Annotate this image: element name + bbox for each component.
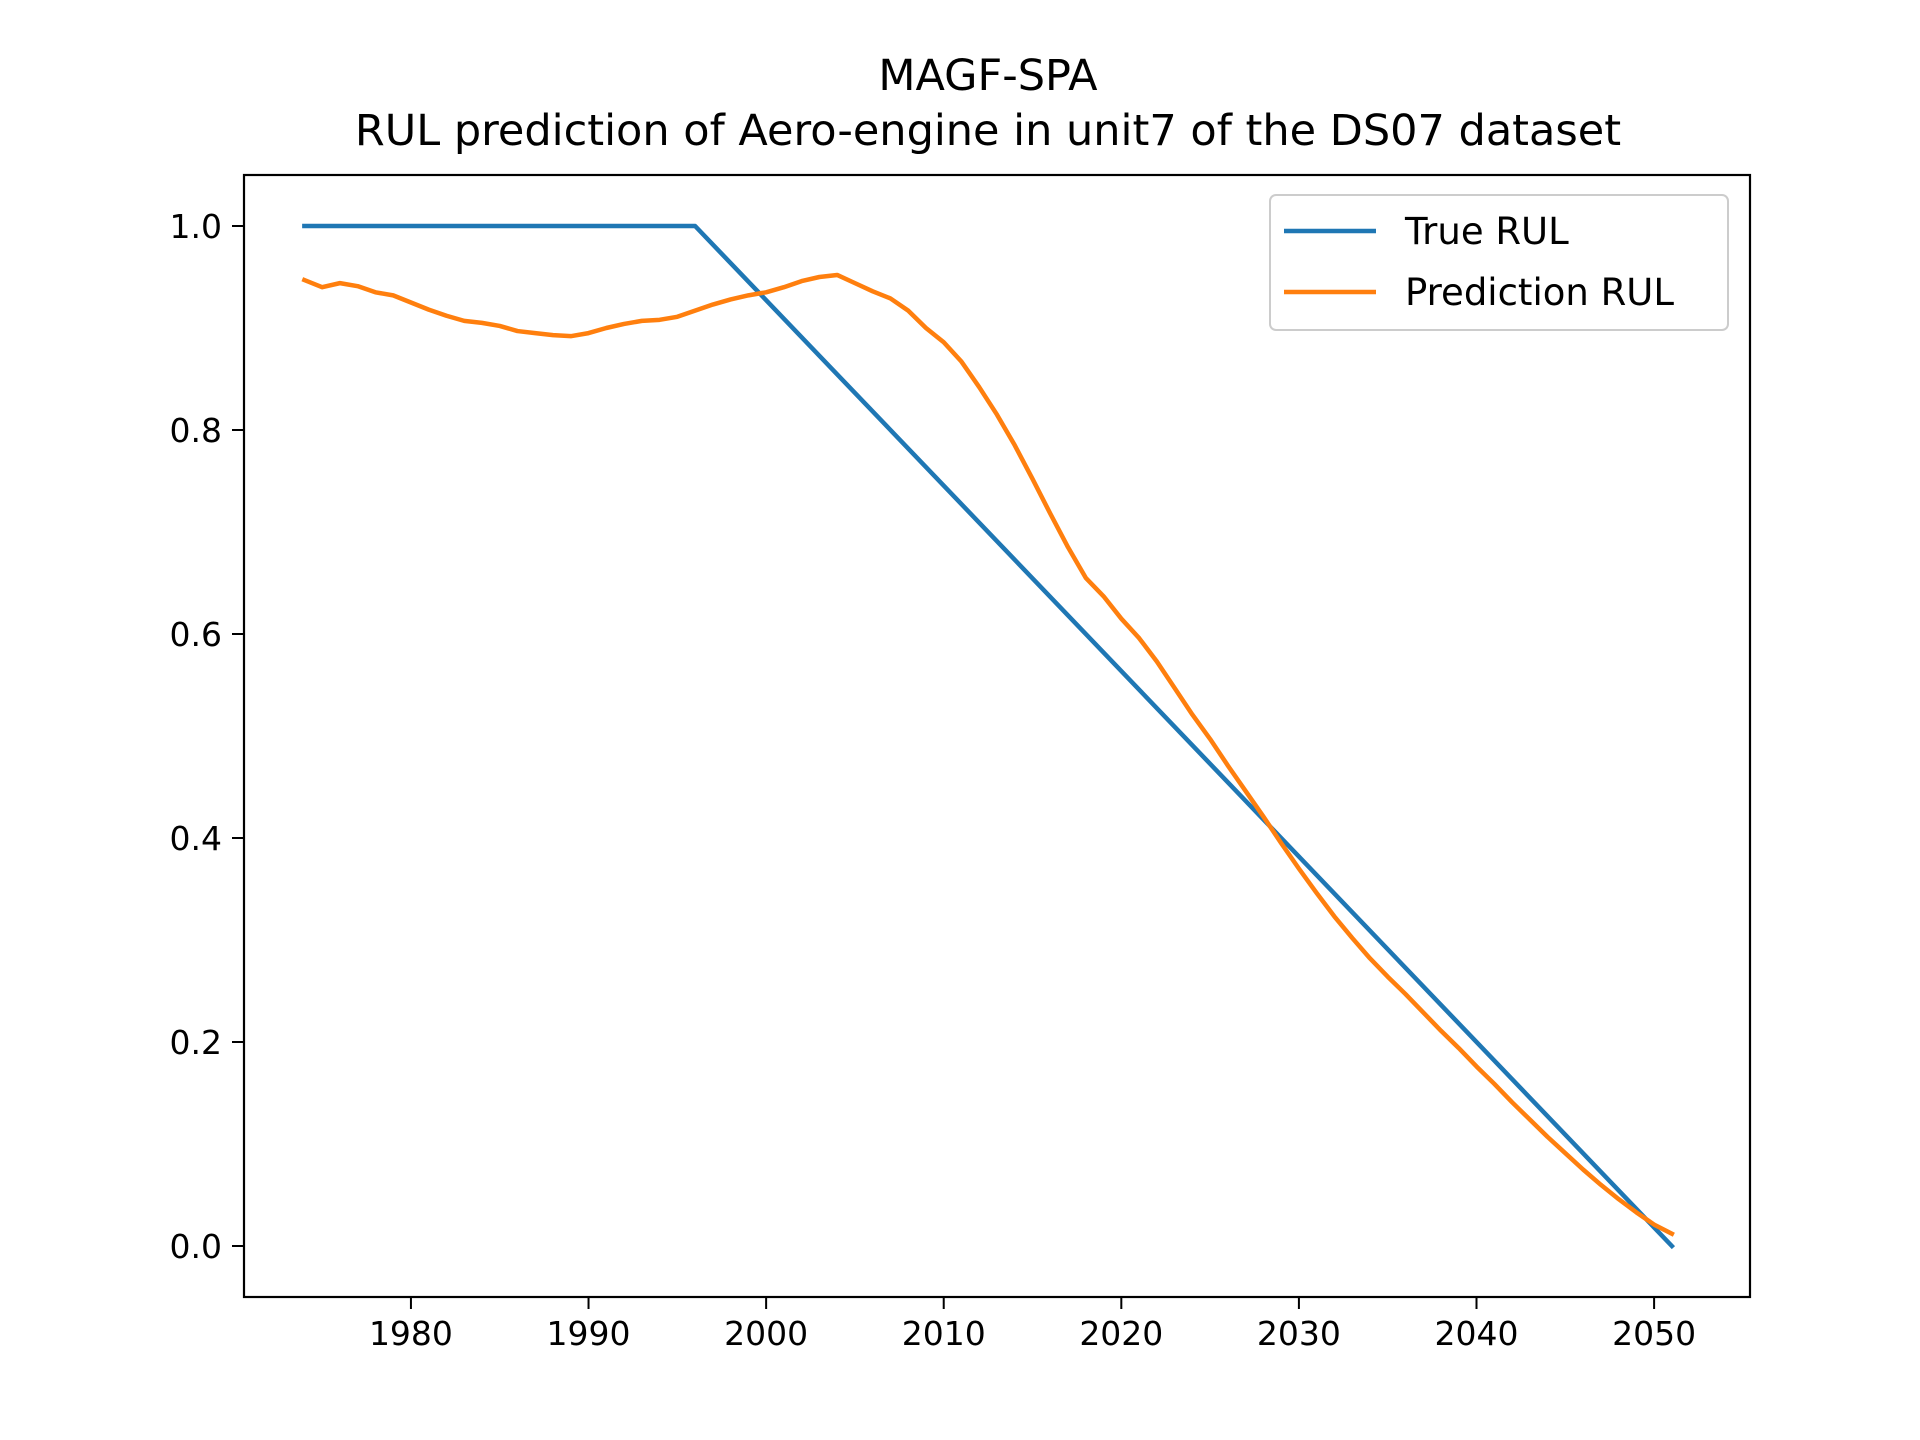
y-tick-label: 0.0 — [170, 1227, 222, 1266]
chart-title: MAGF-SPA — [878, 51, 1098, 101]
y-tick-label: 0.6 — [170, 615, 222, 654]
x-tick-label: 2040 — [1435, 1314, 1519, 1353]
legend: True RUL Prediction RUL — [1269, 194, 1729, 331]
legend-label-true-rul: True RUL — [1404, 210, 1569, 253]
x-axis-ticks: 1980 1990 2000 2010 2020 2030 2040 2050 — [369, 1297, 1696, 1353]
y-tick-label: 0.4 — [170, 819, 222, 858]
legend-box — [1269, 194, 1729, 331]
series-layer — [301, 223, 1676, 1250]
series-line-prediction-rul — [301, 272, 1675, 1237]
y-tick-label: 1.0 — [170, 207, 222, 246]
x-tick-label: 1990 — [547, 1314, 631, 1353]
x-tick-label: 2030 — [1257, 1314, 1341, 1353]
chart-subtitle: RUL prediction of Aero-engine in unit7 o… — [355, 106, 1621, 156]
x-tick-label: 2020 — [1079, 1314, 1163, 1353]
legend-label-prediction-rul: Prediction RUL — [1405, 271, 1674, 314]
x-tick-label: 2010 — [902, 1314, 986, 1353]
x-tick-label: 2000 — [724, 1314, 808, 1353]
y-axis-ticks: 0.0 0.2 0.4 0.6 0.8 1.0 — [170, 207, 244, 1266]
x-tick-label: 1980 — [369, 1314, 453, 1353]
series-line-true-rul — [302, 223, 1676, 1250]
x-tick-label: 2050 — [1612, 1314, 1696, 1353]
y-tick-label: 0.2 — [170, 1023, 222, 1062]
y-tick-label: 0.8 — [170, 411, 222, 450]
plot-frame — [242, 173, 1752, 1299]
